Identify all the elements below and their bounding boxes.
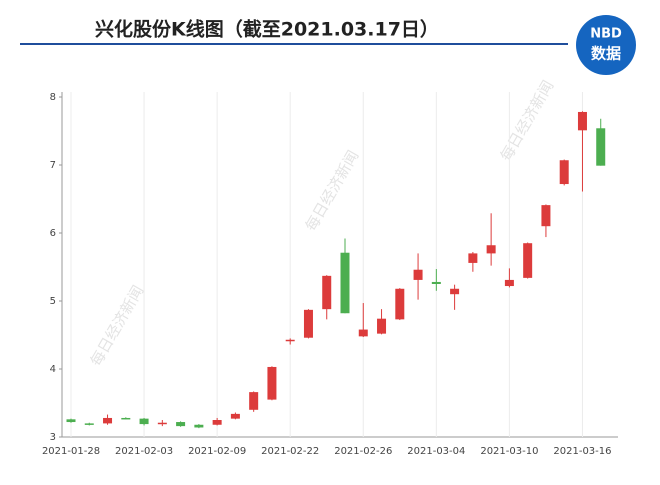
candle-body: [541, 205, 551, 227]
candle-body: [486, 245, 496, 254]
candle-body: [468, 253, 478, 263]
candle-body: [103, 417, 113, 424]
x-tick-label: 2021-02-03: [115, 446, 173, 457]
candle-body: [121, 417, 131, 420]
candle-body: [395, 288, 405, 320]
candle-body: [66, 419, 76, 423]
y-tick-label: 4: [50, 364, 56, 375]
x-tick-label: 2021-03-10: [480, 446, 538, 457]
candle-body: [450, 288, 460, 295]
x-tick-label: 2021-02-22: [261, 446, 319, 457]
candle-body: [504, 279, 514, 287]
candle-body: [303, 309, 313, 338]
candle-body: [413, 269, 423, 280]
y-tick-label: 8: [50, 92, 56, 103]
logo-bottom: 数据: [591, 45, 621, 63]
candle-body: [267, 366, 277, 400]
candle-body: [431, 281, 441, 284]
x-tick-label: 2021-03-16: [553, 446, 611, 457]
x-tick-label: 2021-02-26: [334, 446, 392, 457]
candle-body: [249, 392, 259, 410]
candle-body: [559, 160, 569, 185]
candle-body: [377, 318, 387, 334]
x-tick-label: 2021-02-09: [188, 446, 246, 457]
y-tick-label: 5: [50, 296, 56, 307]
chart-title: 兴化股份K线图（截至2021.03.17日）: [95, 18, 439, 41]
candle-body: [194, 424, 204, 428]
y-tick-label: 3: [50, 432, 56, 443]
candle-body: [322, 275, 332, 310]
candle-body: [139, 418, 149, 425]
y-tick-label: 6: [50, 228, 56, 239]
candle-body: [212, 420, 222, 425]
logo-top: NBD: [590, 27, 622, 42]
logo: [576, 15, 636, 75]
candle-body: [157, 422, 167, 425]
x-tick-label: 2021-03-04: [407, 446, 465, 457]
candle-body: [577, 111, 587, 131]
candle-body: [523, 243, 533, 278]
x-tick-label: 2021-01-28: [42, 446, 100, 457]
candle-body: [358, 329, 368, 337]
candle-body: [596, 128, 606, 166]
candle-body: [340, 252, 350, 314]
y-tick-label: 7: [50, 160, 56, 171]
candle-body: [176, 422, 186, 427]
candle-body: [285, 339, 295, 342]
candle-body: [230, 413, 240, 419]
candle-body: [84, 423, 94, 425]
